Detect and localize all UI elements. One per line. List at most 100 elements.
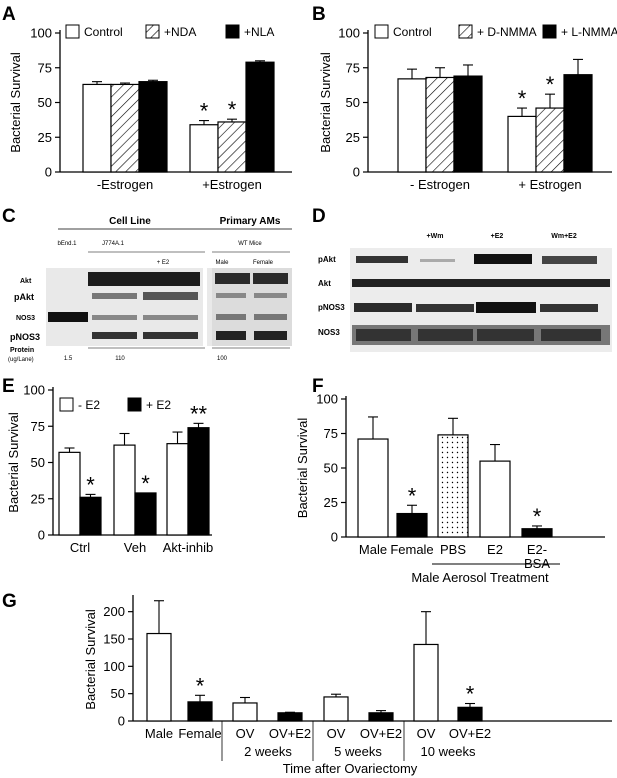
bar (453, 75, 483, 173)
bar (521, 528, 553, 538)
significance-star: * (466, 682, 475, 707)
bar (166, 443, 189, 536)
bar (232, 702, 258, 722)
significance-star: * (546, 72, 555, 97)
y-tick-label: 100 (103, 659, 125, 674)
x-category-label: Female (178, 726, 221, 741)
x-category-label: OV (236, 726, 255, 741)
panel-letter-b: B (312, 4, 326, 25)
bar (563, 74, 593, 173)
y-axis-label: Bacterial Survival (8, 52, 23, 153)
y-axis-label: Bacterial Survival (83, 609, 98, 710)
legend-swatch (225, 24, 240, 39)
significance-star: ** (190, 401, 208, 426)
bar (113, 444, 136, 536)
x-category-label: + Estrogen (518, 177, 581, 192)
bar (479, 460, 511, 538)
group-label: Male Aerosol Treatment (411, 570, 549, 585)
significance-star: * (200, 99, 209, 124)
blot-c-protein-3: 100 (217, 356, 228, 362)
y-tick-label: 75 (346, 60, 360, 75)
panel-letter-c: C (2, 206, 16, 227)
blot-c-header-primary: Primary AMs (220, 216, 281, 227)
blot-c-sub-female: Female (253, 260, 274, 266)
blot-d-col-wm: +Wm (427, 233, 444, 240)
y-tick-label: 25 (38, 130, 52, 145)
blot-c-col-bend: bEnd.1 (57, 241, 77, 247)
y-tick-label: 0 (331, 530, 338, 545)
x-category-label: -Estrogen (97, 177, 153, 192)
x-category-label: E2- (527, 542, 547, 557)
bar (368, 712, 394, 722)
panel-letter-e: E (2, 376, 15, 397)
bar (82, 83, 112, 173)
legend-label: + E2 (146, 398, 171, 412)
bar (323, 696, 349, 722)
bar (396, 512, 428, 538)
blot-c-protein-label: Protein (10, 347, 34, 354)
significance-star: * (533, 504, 542, 529)
x-axis-label: Time after Ovariectomy (283, 761, 418, 776)
x-category-label: OV (327, 726, 346, 741)
bar (277, 712, 303, 722)
y-tick-label: 25 (324, 495, 338, 510)
y-tick-label: 75 (31, 419, 45, 434)
blot-c-col-wt: WT Mice (238, 241, 262, 247)
blot-c-protein-1: 1.5 (64, 356, 73, 362)
y-tick-label: 0 (45, 165, 52, 180)
x-category-label: Male (145, 726, 173, 741)
y-tick-label: 0 (353, 165, 360, 180)
y-axis-label: Bacterial Survival (295, 418, 310, 519)
legend-swatch (65, 24, 80, 39)
bar (110, 83, 140, 173)
x-category-label: Akt-inhib (163, 540, 214, 555)
blot-c-col-j774: J774A.1 (102, 241, 125, 247)
y-tick-label: 100 (316, 392, 338, 407)
bar (79, 496, 102, 536)
significance-star: * (196, 673, 205, 698)
chart-panel-B: 0 25 50 75 100 Bacterial Survival - Estrogen * *… (318, 24, 617, 192)
legend-label: +NDA (164, 25, 196, 39)
bar (245, 61, 275, 173)
significance-star: * (86, 472, 95, 497)
bar (138, 81, 168, 173)
blot-d-col-e2: +E2 (491, 233, 504, 240)
y-tick-label: 200 (103, 604, 125, 619)
y-tick-label: 75 (38, 60, 52, 75)
x-category-label: +Estrogen (202, 177, 262, 192)
y-tick-label: 50 (31, 455, 45, 470)
blot-c-protein-unit: (ug/Lane) (8, 357, 34, 363)
blot-d-row-pnos3: pNOS3 (318, 303, 345, 312)
significance-star: * (518, 86, 527, 111)
y-tick-label: 100 (23, 383, 45, 398)
bar (217, 121, 247, 173)
blot-panel-d: +Wm +E2 Wm+E2 pAkt Akt pNOS3 NOS3 (318, 233, 612, 352)
blot-c-row-pakt: pAkt (14, 292, 34, 302)
blot-panel-c: Cell Line Primary AMs bEnd.1 J774A.1 WT … (8, 216, 292, 363)
legend-label: Control (393, 25, 432, 39)
chart-panel-G: 0 50 100 150 200 Bacterial Survival * * Male Fema… (83, 595, 612, 776)
x-category-label: E2 (487, 542, 503, 557)
legend-label: +NLA (244, 25, 274, 39)
blot-c-protein-2: 110 (115, 356, 125, 362)
panel-letter-f: F (312, 376, 324, 397)
bar (437, 434, 469, 538)
bar (187, 427, 210, 536)
panel-letter-g: G (2, 591, 17, 612)
blot-c-row-nos3: NOS3 (16, 315, 35, 322)
significance-star: * (141, 471, 150, 496)
blot-c-header-cellline: Cell Line (109, 216, 151, 227)
legend-swatch (145, 24, 160, 39)
bar (507, 115, 537, 173)
legend-label: + L-NMMA (561, 25, 617, 39)
y-tick-label: 75 (324, 426, 338, 441)
blot-d-row-akt: Akt (318, 279, 331, 288)
bar (425, 76, 455, 173)
y-tick-label: 50 (38, 95, 52, 110)
y-tick-label: 0 (38, 528, 45, 543)
legend-swatch (127, 397, 142, 412)
blot-c-sub-male: Male (215, 260, 229, 266)
group-label: 2 weeks (244, 744, 292, 759)
